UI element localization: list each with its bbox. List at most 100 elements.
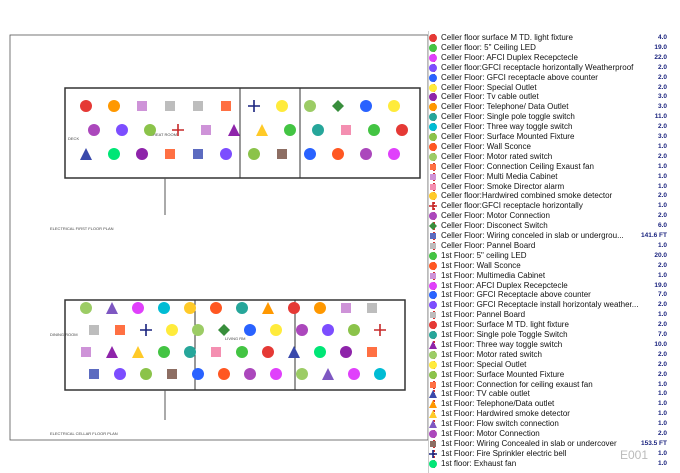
takeoff-row[interactable]: 1st Floor: Wall Sconce 2.0	[429, 261, 680, 271]
plan-symbol	[367, 347, 377, 357]
item-icon	[429, 420, 437, 429]
item-icon	[429, 370, 437, 379]
plan-symbol	[296, 368, 308, 380]
takeoff-row[interactable]: Celler Floor: Pannel Board 1.0	[429, 241, 680, 251]
takeoff-row[interactable]: Celler Floor: GFCI receptacle above coun…	[429, 73, 680, 83]
takeoff-row[interactable]: Celler Floor: Connection Ceiling Exaust …	[429, 162, 680, 172]
takeoff-row[interactable]: Celler Floor: Wiring conceled in slab or…	[429, 231, 680, 241]
takeoff-row[interactable]: Celler Floor: Motor rated switch 2.0	[429, 152, 680, 162]
plan-symbol	[221, 101, 231, 111]
item-count: 2.0	[657, 123, 667, 131]
plan-symbol	[167, 369, 177, 379]
item-label: 1st Floor: Pannel Board	[441, 310, 526, 320]
takeoff-row[interactable]: Celler floor: 5" Ceiling LED 19.0	[429, 43, 680, 53]
item-count: 2.0	[657, 212, 667, 220]
takeoff-row[interactable]: Celler Floor: Multi Media Cabinet 1.0	[429, 172, 680, 182]
item-label: 1st floor: Exhaust fan	[441, 458, 517, 468]
item-count: 1.0	[657, 380, 667, 388]
takeoff-row[interactable]: 1st Floor: Three way toggle switch 10.0	[429, 340, 680, 350]
item-count: 1.0	[657, 202, 667, 210]
item-count: 2.0	[657, 73, 667, 81]
plan-symbol	[80, 100, 92, 112]
takeoff-row[interactable]: 1st Floor: Pannel Board 1.0	[429, 310, 680, 320]
item-label: Celler Floor: Multi Media Cabinet	[441, 171, 558, 181]
takeoff-row[interactable]: 1st Floor: Telephone/Data outlet 1.0	[429, 399, 680, 409]
plan-symbol	[374, 324, 386, 336]
takeoff-row[interactable]: Celler Floor: Wall Sconce 1.0	[429, 142, 680, 152]
takeoff-row[interactable]: Celler Floor: Smoke Director alarm 1.0	[429, 182, 680, 192]
item-icon	[429, 73, 437, 82]
item-label: 1st Floor: Fire Sprinkler electric bell	[441, 448, 567, 458]
plan-symbol	[193, 101, 203, 111]
takeoff-row[interactable]: 1st floor: Exhaust fan 1.0	[429, 459, 680, 469]
takeoff-row[interactable]: 1st Floor: Surface M TD. light fixture 2…	[429, 320, 680, 330]
takeoff-row[interactable]: 1st Floor: Surface Mounted Fixture 2.0	[429, 370, 680, 380]
plan-symbol	[304, 148, 316, 160]
plan-symbol	[288, 346, 300, 358]
plan-symbol	[248, 100, 260, 112]
takeoff-row[interactable]: 1st Floor: GFCI Receptacle install horiz…	[429, 300, 680, 310]
takeoff-row[interactable]: 1st Floor: Flow switch connection 1.0	[429, 419, 680, 429]
item-count: 2.0	[657, 261, 667, 269]
plan-symbol	[332, 148, 344, 160]
plan-symbol	[312, 124, 324, 136]
takeoff-row[interactable]: 1st Floor: GFCI Receptacle above counter…	[429, 290, 680, 300]
takeoff-row[interactable]: Celler Floor: Telephone/ Data Outlet 3.0	[429, 102, 680, 112]
plan-symbol	[218, 324, 230, 336]
takeoff-row[interactable]: Celler floor:Hardwired combined smoke de…	[429, 191, 680, 201]
plan-symbol	[201, 125, 211, 135]
takeoff-row[interactable]: Celler Floor: Motor Connection 2.0	[429, 211, 680, 221]
takeoff-row[interactable]: Celler Floor: Surface Mounted Fixture 3.…	[429, 132, 680, 142]
item-count: 2.0	[657, 430, 667, 437]
item-count: 19.0	[654, 43, 667, 51]
item-count: 1.0	[657, 182, 667, 190]
plan-symbol	[296, 324, 308, 336]
item-icon	[429, 459, 437, 468]
item-icon	[430, 173, 436, 180]
plan-title: ELECTRICAL CELLAR FLOOR PLAN	[50, 431, 118, 436]
item-icon	[429, 251, 437, 260]
plan-symbol	[184, 346, 196, 358]
takeoff-row[interactable]: 1st Floor: Fire Sprinkler electric bell …	[429, 449, 680, 459]
plan-symbol	[244, 368, 256, 380]
takeoff-row[interactable]: Celler Floor: Tv cable outlet 3.0	[429, 92, 680, 102]
item-count: 1.0	[657, 420, 667, 428]
plan-symbol	[80, 302, 92, 314]
takeoff-row[interactable]: Celler Floor: Three way toggle switch 2.…	[429, 122, 680, 132]
takeoff-row[interactable]: Celler floor:GFCI receptacle horizontall…	[429, 63, 680, 73]
item-count: 19.0	[654, 281, 667, 289]
plan-symbol	[314, 346, 326, 358]
item-count: 1.0	[657, 271, 667, 279]
item-label: Celler Floor: Three way toggle switch	[441, 122, 573, 132]
plan-symbol	[277, 149, 287, 159]
takeoff-row[interactable]: 1st Floor: Connection for ceiling exaust…	[429, 380, 680, 390]
item-icon	[430, 381, 436, 388]
item-icon	[429, 43, 437, 52]
item-icon	[429, 321, 437, 330]
takeoff-row[interactable]: Celler Floor: Single pole toggle switch …	[429, 112, 680, 122]
item-count: 2.0	[657, 350, 667, 358]
item-count: 1.0	[657, 390, 667, 398]
takeoff-row[interactable]: Celler Floor: Special Outlet 2.0	[429, 83, 680, 93]
item-count: 2.0	[657, 370, 667, 378]
takeoff-row[interactable]: 1st Floor: Single pole Toggle Switch 7.0	[429, 330, 680, 340]
takeoff-row[interactable]: 1st Floor: Multimedia Cabinet 1.0	[429, 271, 680, 281]
item-label: Celler floor surface M TD. light fixture	[441, 33, 573, 42]
item-icon	[429, 152, 437, 161]
item-count: 3.0	[657, 93, 667, 101]
takeoff-list[interactable]: Celler floor surface M TD. light fixture…	[428, 31, 680, 473]
takeoff-row[interactable]: 1st Floor: Motor Connection 2.0	[429, 429, 680, 439]
takeoff-row[interactable]: 1st Floor: Motor rated switch 2.0	[429, 350, 680, 360]
takeoff-row[interactable]: Celler floor surface M TD. light fixture…	[429, 33, 680, 43]
takeoff-row[interactable]: Celler Floor: Disconect Switch 6.0	[429, 221, 680, 231]
takeoff-row[interactable]: 1st Floor: Special Outlet 2.0	[429, 360, 680, 370]
takeoff-row[interactable]: Celler Floor: AFCI Duplex Recepctecle 22…	[429, 53, 680, 63]
takeoff-row[interactable]: Celler floor:GFCI receptacle horizontall…	[429, 201, 680, 211]
takeoff-row[interactable]: 1st Floor: Hardwired smoke detector 1.0	[429, 409, 680, 419]
takeoff-row[interactable]: 1st Floor: TV cable outlet 1.0	[429, 389, 680, 399]
plan-symbol	[192, 324, 204, 336]
takeoff-row[interactable]: 1st Floor: 5" ceiling LED 20.0	[429, 251, 680, 261]
plan-symbol	[256, 124, 268, 136]
takeoff-row[interactable]: 1st Floor: AFCI Duplex Recepctecle 19.0	[429, 281, 680, 291]
takeoff-row[interactable]: 1st Floor: Wiring Concealed in slab or u…	[429, 439, 680, 449]
